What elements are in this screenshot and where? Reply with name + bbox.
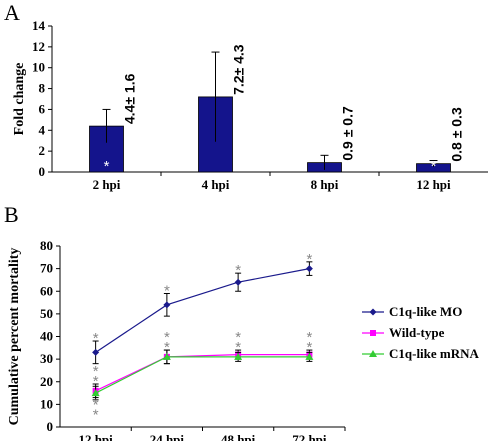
data-point <box>163 301 171 309</box>
significance-marker: * <box>164 283 170 300</box>
y-tick-label-a: 8 <box>39 81 46 96</box>
significance-marker: * <box>164 329 170 346</box>
significance-marker: * <box>93 373 99 390</box>
y-tick-label-a: 4 <box>39 122 46 137</box>
significance-marker: * <box>93 407 99 424</box>
y-tick-label-b: 20 <box>40 374 53 389</box>
significance-marker: * <box>93 363 99 380</box>
significance-marker: * <box>93 397 99 414</box>
significance-marker: * <box>235 339 241 356</box>
y-tick-label-b: 80 <box>40 238 53 253</box>
x-tick-label-b: 12 hpi <box>78 432 113 441</box>
x-tick-label-b: 48 hpi <box>221 432 256 441</box>
data-point <box>305 352 314 360</box>
data-point <box>92 348 100 356</box>
value-label: 4.4± 1.6 <box>122 73 138 124</box>
legend-label: C1q-like MO <box>389 304 462 319</box>
y-tick-label-a: 2 <box>39 143 46 158</box>
legend-marker <box>369 308 377 316</box>
panel-a-letter: A <box>4 0 20 25</box>
data-point <box>234 352 243 360</box>
significance-marker: * <box>431 158 437 175</box>
y-tick-label-b: 10 <box>40 396 53 411</box>
legend-label: Wild-type <box>389 325 445 340</box>
value-label: 7.2± 4.3 <box>231 44 247 95</box>
significance-marker: * <box>235 329 241 346</box>
y-tick-label-b: 50 <box>40 306 53 321</box>
y-tick-label-a: 12 <box>32 39 45 54</box>
line-chart-panel-b: 0 10 20 30 40 50 60 70 80 Cumulative percent mort… <box>7 238 480 441</box>
significance-marker: * <box>306 251 312 268</box>
significance-marker: * <box>235 262 241 279</box>
y-tick-label-a: 14 <box>32 18 46 33</box>
x-tick-label-a: 4 hpi <box>202 177 230 192</box>
significance-marker: * <box>306 329 312 346</box>
series-line <box>95 268 310 353</box>
y-tick-label-a: 6 <box>39 101 46 116</box>
legend-label: C1q-like mRNA <box>389 346 480 361</box>
x-tick-label-b: 72 hpi <box>292 432 327 441</box>
data-point <box>305 265 313 273</box>
legend-marker <box>370 330 376 336</box>
y-tick-label-b: 40 <box>40 329 53 344</box>
data-point <box>162 352 171 360</box>
y-axis-label-b: Cumulative percent mortality <box>7 248 22 426</box>
y-tick-label-a: 10 <box>32 60 45 75</box>
x-tick-label-a: 2 hpi <box>93 177 121 192</box>
value-label: 0.8 ± 0.3 <box>449 107 465 162</box>
y-axis-label-a: Fold change <box>12 63 27 136</box>
data-point <box>91 389 100 397</box>
y-tick-label-b: 70 <box>40 261 53 276</box>
y-tick-label-b: 30 <box>40 351 53 366</box>
x-tick-label-b: 24 hpi <box>150 432 185 441</box>
data-point <box>234 278 242 286</box>
y-tick-label-b: 60 <box>40 283 53 298</box>
panel-b-letter: B <box>4 202 19 227</box>
significance-marker: * <box>104 158 110 175</box>
x-tick-label-a: 12 hpi <box>416 177 451 192</box>
legend-marker <box>369 350 377 357</box>
y-tick-label-a: 0 <box>39 164 46 179</box>
significance-marker: * <box>93 330 99 347</box>
series-line <box>95 356 310 394</box>
series-line <box>95 354 310 392</box>
x-tick-label-a: 8 hpi <box>311 177 339 192</box>
value-label: 0.9 ± 0.7 <box>340 106 356 161</box>
significance-marker: * <box>306 339 312 356</box>
y-tick-label-b: 0 <box>47 419 54 434</box>
significance-marker: * <box>164 339 170 356</box>
bar-chart-panel-a: 0 2 4 6 8 10 12 14 Fold change 2 hpi * 4.4± 1.6 4 hp… <box>12 18 488 192</box>
